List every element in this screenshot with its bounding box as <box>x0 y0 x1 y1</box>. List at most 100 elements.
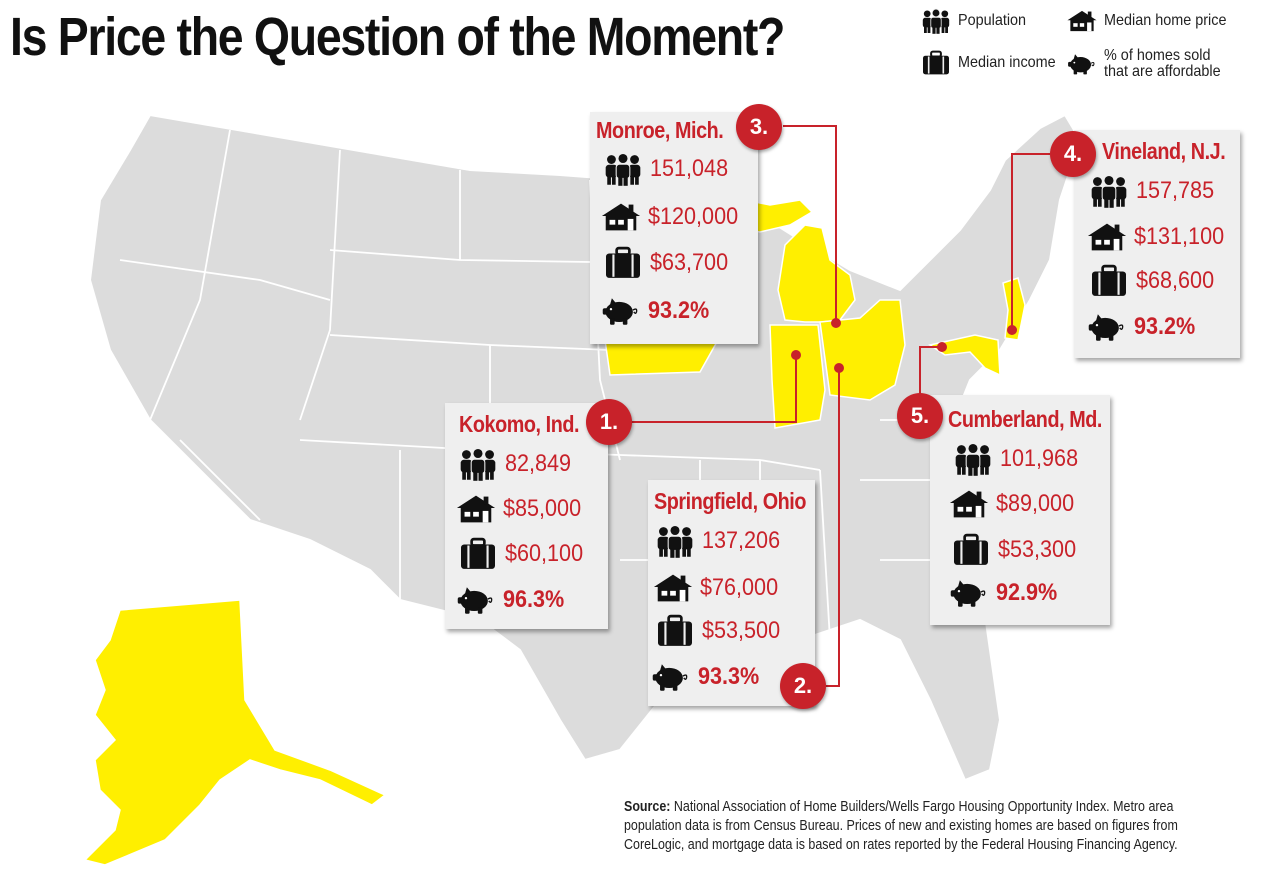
city-dot-vineland <box>1007 325 1017 335</box>
stat-median-home-price: $85,000 <box>455 492 590 526</box>
legend-population-label: Population <box>958 12 1027 29</box>
stat-population: 151,048 <box>602 152 737 186</box>
house-icon <box>1086 220 1128 254</box>
median-home-price-value: $89,000 <box>996 490 1075 517</box>
people-icon <box>457 447 499 481</box>
city-name: Kokomo, Ind. <box>459 411 580 437</box>
population-value: 82,849 <box>505 450 572 477</box>
stat-median-home-price: $120,000 <box>600 200 748 234</box>
briefcase-icon <box>654 614 696 648</box>
median-home-price-value: $85,000 <box>503 495 582 522</box>
source-note: Source: National Association of Home Bui… <box>624 798 1269 855</box>
median-home-price-value: $120,000 <box>648 203 739 230</box>
people-icon <box>952 442 994 476</box>
legend-affordable-line2: that are affordable <box>1104 63 1221 80</box>
stat-population: 101,968 <box>952 442 1087 476</box>
piggy-bank-icon <box>455 583 497 617</box>
rank-badge-1: 1. <box>586 399 632 445</box>
briefcase-icon <box>602 246 644 280</box>
house-icon <box>652 571 694 605</box>
michigan <box>777 224 856 323</box>
house-icon <box>455 492 497 526</box>
median-income-value: $60,100 <box>505 540 584 567</box>
legend-median-income-label: Median income <box>958 54 1056 71</box>
median-home-price-value: $131,100 <box>1134 223 1225 250</box>
stat-median-home-price: $131,100 <box>1086 220 1234 254</box>
median-income-value: $63,700 <box>650 249 729 276</box>
briefcase-icon <box>1088 264 1130 298</box>
affordable-value: 92.9% <box>996 579 1058 606</box>
city-dot-kokomo <box>791 350 801 360</box>
source-line1: National Association of Home Builders/We… <box>673 799 1174 815</box>
affordable-value: 93.2% <box>648 297 710 324</box>
rank-badge-3: 3. <box>736 104 782 150</box>
legend-population: Population <box>920 8 1034 34</box>
connector-lines <box>630 125 1050 687</box>
median-income-value: $53,500 <box>702 617 781 644</box>
stat-median-home-price: $89,000 <box>948 487 1083 521</box>
piggy-bank-icon <box>650 660 692 694</box>
city-dot-monroe <box>831 318 841 328</box>
briefcase-icon <box>457 537 499 571</box>
briefcase-icon <box>920 50 952 76</box>
new-jersey <box>1002 277 1026 341</box>
stat-affordable: 92.9% <box>948 576 1064 610</box>
legend-median-income: Median income <box>920 50 1067 76</box>
stat-median-income: $63,700 <box>602 246 737 280</box>
piggy-bank-icon <box>600 294 642 328</box>
piggy-bank-icon <box>1086 310 1128 344</box>
ohio <box>819 299 906 401</box>
stat-affordable: 96.3% <box>455 583 571 617</box>
card-kokomo: Kokomo, Ind. 82,849 $85,000 $60,100 96.3… <box>445 403 608 629</box>
affordable-value: 93.2% <box>1134 313 1196 340</box>
population-value: 101,968 <box>1000 445 1079 472</box>
legend-median-home-price-label: Median home price <box>1104 12 1227 29</box>
stat-median-home-price: $76,000 <box>652 571 787 605</box>
stat-population: 82,849 <box>457 447 578 481</box>
stat-median-income: $68,600 <box>1088 264 1223 298</box>
house-icon <box>948 487 990 521</box>
city-dot-cumberland <box>937 342 947 352</box>
rank-badge-2: 2. <box>780 663 826 709</box>
stat-median-income: $53,500 <box>654 614 789 648</box>
median-income-value: $53,300 <box>998 536 1077 563</box>
city-dot-springfield <box>834 363 844 373</box>
people-icon <box>1088 174 1130 208</box>
population-value: 157,785 <box>1136 177 1215 204</box>
city-name: Monroe, Mich. <box>596 117 724 143</box>
median-income-value: $68,600 <box>1136 267 1215 294</box>
rank-badge-5: 5. <box>897 393 943 439</box>
rank-badge-4: 4. <box>1050 131 1096 177</box>
stat-affordable: 93.2% <box>1086 310 1202 344</box>
source-line3: CoreLogic, and mortgage data is based on… <box>624 837 1178 853</box>
stat-population: 137,206 <box>654 524 789 558</box>
source-line2: population data is from Census Bureau. P… <box>624 818 1178 834</box>
city-name: Cumberland, Md. <box>948 406 1102 432</box>
card-cumberland: Cumberland, Md. 101,968 $89,000 $53,300 … <box>930 395 1110 625</box>
people-icon <box>654 524 696 558</box>
piggy-bank-icon <box>948 576 990 610</box>
page-title: Is Price the Question of the Moment? <box>10 7 785 67</box>
city-name: Springfield, Ohio <box>654 488 807 514</box>
stat-affordable: 93.3% <box>650 660 766 694</box>
affordable-value: 93.3% <box>698 663 760 690</box>
legend-median-home-price: Median home price <box>1066 8 1240 34</box>
legend-affordable-line1: % of homes sold <box>1104 47 1211 64</box>
briefcase-icon <box>950 533 992 567</box>
city-dots <box>791 318 1017 373</box>
alaska <box>83 599 387 866</box>
legend: Population Median home price Median inco… <box>920 8 1270 84</box>
maryland <box>928 334 1001 377</box>
population-value: 151,048 <box>650 155 729 182</box>
median-home-price-value: $76,000 <box>700 574 779 601</box>
source-label: Source: <box>624 799 671 815</box>
stat-population: 157,785 <box>1088 174 1223 208</box>
house-icon <box>600 200 642 234</box>
house-icon <box>1066 8 1098 34</box>
stat-affordable: 93.2% <box>600 294 716 328</box>
piggy-bank-icon <box>1066 51 1098 77</box>
people-icon <box>602 152 644 186</box>
affordable-value: 96.3% <box>503 586 565 613</box>
legend-affordable: % of homes sold that are affordable <box>1066 48 1234 80</box>
people-icon <box>920 8 952 34</box>
